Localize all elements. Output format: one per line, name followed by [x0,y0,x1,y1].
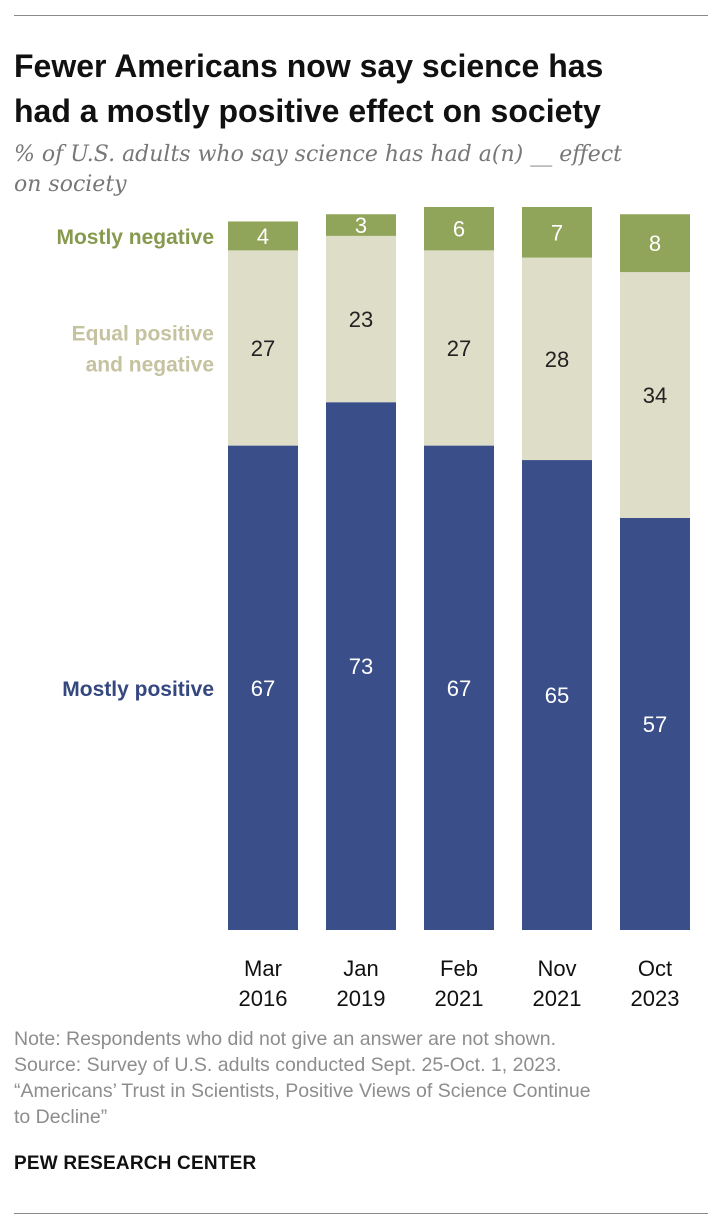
bar-segment [326,214,396,236]
chart-subtitle-line: on society [14,172,127,197]
data-label: 23 [349,307,373,332]
note-line: Note: Respondents who did not give an an… [14,1028,557,1050]
series-label: Mostly positive [62,678,214,701]
data-label: 67 [251,676,275,701]
data-label: 3 [355,213,367,238]
bar-segment [620,214,690,273]
data-label: 67 [447,676,471,701]
x-tick-label: 2019 [337,986,386,1011]
bar-segment [522,460,592,930]
chart-title-line: Fewer Americans now say science has [14,48,604,84]
bar-segment [424,445,494,930]
chart-subtitle-line: % of U.S. adults who say science has had… [14,142,622,167]
data-label: 65 [545,683,569,708]
data-label: 73 [349,654,373,679]
bar-segment [326,402,396,930]
data-label: 4 [257,224,269,249]
bottom-rule [14,1213,708,1214]
bar-segment [424,207,494,251]
bar-segment [522,257,592,461]
x-tick-label: 2021 [435,986,484,1011]
bar-segment [620,517,690,930]
x-tick-label: Feb [440,956,478,981]
series-label: Equal positive [72,322,214,345]
data-label: 27 [251,336,275,361]
note-line: to Decline” [14,1106,108,1128]
bar-segment [620,272,690,518]
bar-segment [326,235,396,403]
x-tick-label: Oct [638,956,672,981]
data-label: 34 [643,383,667,408]
bar-segment [424,250,494,446]
data-label: 28 [545,347,569,372]
x-tick-label: 2021 [533,986,582,1011]
stacked-bar-chart: 67 27 4 Mar 2016 73 23 3 Jan 2019 67 27 6 Feb 2021 65 28… [56,207,690,1011]
chart-title-line: had a mostly positive effect on society [14,93,601,129]
note-line: “Americans’ Trust in Scientists, Positiv… [14,1080,591,1102]
bar-segment [228,250,298,446]
top-rule [14,15,708,16]
chart-title: Fewer Americans now say science has had … [14,44,704,134]
brand-name: PEW RESEARCH CENTER [14,1153,257,1174]
note-line: Source: Survey of U.S. adults conducted … [14,1054,562,1076]
data-label: 7 [551,220,563,245]
data-label: 8 [649,231,661,256]
data-label: 6 [453,217,465,242]
series-label: Mostly negative [56,226,214,249]
bar-segment [228,445,298,930]
x-tick-label: 2023 [631,986,680,1011]
data-label: 27 [447,336,471,361]
series-label: and negative [86,353,214,376]
x-tick-label: Jan [343,956,378,981]
chart-notes: Note: Respondents who did not give an an… [14,1026,704,1130]
bar-segment [522,207,592,258]
x-tick-label: Mar [244,956,282,981]
bar-segment [228,221,298,251]
data-label: 57 [643,712,667,737]
x-tick-label: Nov [537,956,576,981]
chart-subtitle: % of U.S. adults who say science has had… [14,140,704,200]
x-tick-label: 2016 [239,986,288,1011]
